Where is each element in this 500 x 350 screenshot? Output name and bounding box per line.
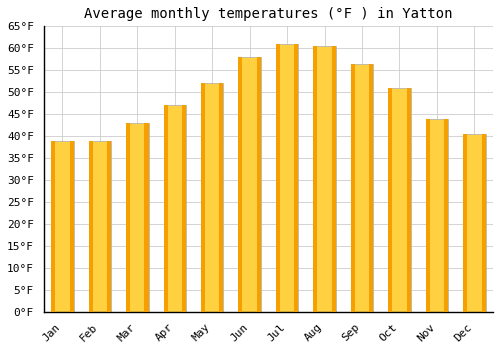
Bar bbox=[388, 88, 410, 312]
Bar bbox=[144, 123, 148, 312]
Bar bbox=[332, 46, 336, 312]
Bar bbox=[314, 46, 318, 312]
Bar bbox=[51, 141, 55, 312]
Bar bbox=[238, 57, 242, 312]
Title: Average monthly temperatures (°F ) in Yatton: Average monthly temperatures (°F ) in Ya… bbox=[84, 7, 452, 21]
Bar bbox=[482, 134, 486, 312]
Bar bbox=[201, 83, 224, 312]
Bar bbox=[388, 88, 392, 312]
Bar bbox=[126, 123, 130, 312]
Bar bbox=[276, 44, 280, 312]
Bar bbox=[369, 64, 373, 312]
Bar bbox=[88, 141, 111, 312]
Bar bbox=[276, 44, 298, 312]
Bar bbox=[220, 83, 224, 312]
Bar bbox=[350, 64, 355, 312]
Bar bbox=[406, 88, 410, 312]
Bar bbox=[238, 57, 261, 312]
Bar bbox=[257, 57, 261, 312]
Bar bbox=[444, 119, 448, 312]
Bar bbox=[463, 134, 485, 312]
Bar bbox=[182, 105, 186, 312]
Bar bbox=[164, 105, 168, 312]
Bar bbox=[70, 141, 73, 312]
Bar bbox=[426, 119, 430, 312]
Bar bbox=[294, 44, 298, 312]
Bar bbox=[88, 141, 92, 312]
Bar bbox=[51, 141, 74, 312]
Bar bbox=[426, 119, 448, 312]
Bar bbox=[164, 105, 186, 312]
Bar bbox=[201, 83, 205, 312]
Bar bbox=[126, 123, 148, 312]
Bar bbox=[314, 46, 336, 312]
Bar bbox=[463, 134, 467, 312]
Bar bbox=[107, 141, 111, 312]
Bar bbox=[350, 64, 373, 312]
